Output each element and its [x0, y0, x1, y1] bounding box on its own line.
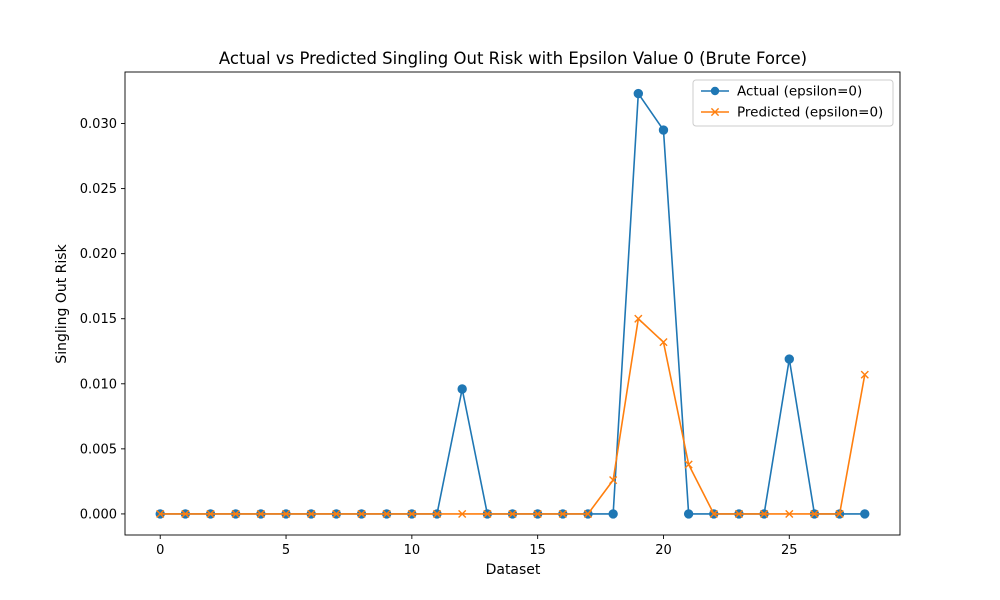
legend: Actual (epsilon=0) Predicted (epsilon=0) [692, 79, 894, 127]
y-tick-label: 0.000 [80, 507, 117, 522]
series-layer [155, 88, 870, 519]
series-2-point [810, 509, 819, 519]
series-2-point [307, 509, 316, 519]
x-tick-label: 5 [282, 543, 290, 558]
x-tick-label: 25 [781, 543, 798, 558]
series-2-point [357, 509, 366, 519]
series-2-point [332, 509, 341, 519]
legend-label-1: Actual (epsilon=0) [737, 84, 862, 100]
series-2-point [181, 509, 190, 519]
x-tick-label: 15 [529, 543, 546, 558]
y-tick-label: 0.030 [80, 117, 117, 132]
series-2-point [483, 509, 492, 519]
series-2-point [206, 509, 215, 519]
series-2-point [256, 509, 265, 519]
series-2-point [231, 509, 240, 519]
x-axis-label: Dataset [486, 562, 541, 578]
series-2-point [533, 509, 542, 519]
series-2-point [785, 509, 794, 519]
series-1-point [608, 509, 618, 519]
chart-title: Actual vs Predicted Singling Out Risk wi… [219, 49, 807, 68]
series-2-point [609, 475, 618, 485]
x-tick-label: 10 [404, 543, 421, 558]
series-2-point [634, 314, 643, 323]
legend-box [692, 79, 894, 127]
legend-marker-1 [710, 86, 720, 96]
series-2-point [458, 509, 467, 519]
legend-label-2: Predicted (epsilon=0) [737, 105, 883, 121]
series-2-point [432, 509, 442, 519]
series-2-point [156, 509, 165, 519]
series-2-point [659, 338, 668, 347]
x-tick-label: 20 [655, 543, 672, 558]
plot-frame [124, 71, 901, 536]
legend-marker-2 [710, 107, 720, 117]
series-1-point [658, 125, 669, 135]
series-2-point [281, 509, 291, 519]
series-2-point [760, 509, 769, 519]
series-2-point [835, 509, 844, 519]
series-2-point [382, 509, 391, 519]
series-1-point [457, 384, 467, 394]
axes-layer: 0 5 10 15 20 25 0.000 0.005 0.010 0.015 0.020 0.025… [80, 71, 901, 558]
series-1-point [633, 88, 644, 99]
y-tick-label: 0.010 [80, 377, 117, 392]
series-2-point [709, 509, 718, 519]
y-tick-label: 0.025 [80, 182, 117, 197]
y-tick-label: 0.005 [80, 442, 117, 457]
series-2-point [583, 509, 593, 519]
y-axis-label: Singling Out Risk [54, 243, 70, 363]
y-tick-label: 0.015 [80, 312, 117, 327]
series-2-point [558, 509, 567, 519]
y-tick-label: 0.020 [80, 247, 117, 262]
series-2-point [734, 509, 744, 519]
series-2-point [684, 460, 693, 469]
series-2-point [508, 509, 517, 519]
series-2-point [860, 370, 869, 379]
x-tick-label: 0 [156, 543, 164, 558]
series-1-point [860, 509, 870, 519]
series-2-point [407, 509, 416, 519]
series-1-point [683, 509, 694, 519]
series-1-point [784, 354, 794, 364]
